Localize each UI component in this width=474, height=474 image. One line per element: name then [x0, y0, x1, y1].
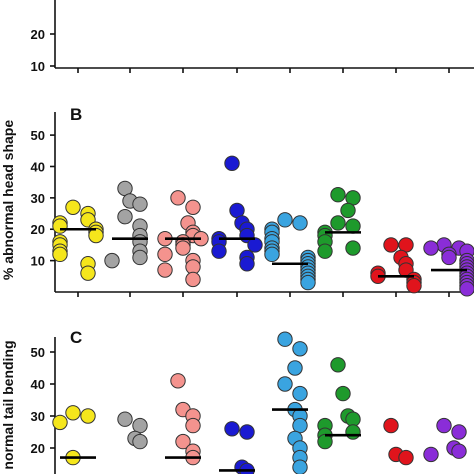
- data-point: [398, 449, 414, 466]
- y-tick-label: 20: [31, 27, 45, 42]
- panel-b-letter: B: [70, 105, 82, 124]
- panel-b-y-axis-title: % abnormal head shape: [0, 120, 16, 280]
- data-point: [117, 411, 133, 427]
- data-point: [52, 414, 68, 431]
- data-point: [317, 433, 333, 450]
- data-point: [239, 424, 255, 440]
- y-tick-label: 50: [31, 128, 45, 143]
- data-point: [459, 281, 474, 297]
- data-point: [436, 417, 452, 434]
- data-point: [80, 265, 96, 281]
- data-point: [383, 417, 399, 434]
- panel-c: C normal tail bending 20 30 40 50: [0, 328, 467, 474]
- data-point: [277, 212, 293, 228]
- data-point: [340, 202, 356, 219]
- data-point: [132, 249, 148, 266]
- data-point: [175, 433, 191, 450]
- y-tick-label: 50: [31, 345, 45, 360]
- data-point: [65, 199, 81, 215]
- data-point: [292, 459, 308, 474]
- data-point: [292, 215, 308, 231]
- data-point: [239, 256, 255, 272]
- data-point: [185, 417, 201, 434]
- panel-a: 10 20: [31, 0, 474, 74]
- data-point: [52, 218, 68, 234]
- data-point: [277, 376, 293, 392]
- data-point: [104, 252, 120, 269]
- data-point: [383, 237, 399, 253]
- y-tick-label: 40: [31, 159, 45, 174]
- data-point: [157, 262, 173, 278]
- data-point: [185, 199, 201, 215]
- y-tick-label: 40: [31, 377, 45, 392]
- data-point: [132, 196, 148, 212]
- data-point: [65, 405, 81, 421]
- data-point: [170, 190, 186, 206]
- data-point: [292, 385, 308, 402]
- data-point: [406, 278, 422, 294]
- data-point: [132, 417, 148, 434]
- data-point: [224, 155, 240, 172]
- data-point: [292, 417, 308, 434]
- y-tick-label: 30: [31, 409, 45, 424]
- y-tick-label: 20: [31, 222, 45, 237]
- y-tick-label: 10: [31, 59, 45, 74]
- data-point: [239, 462, 255, 474]
- data-point: [157, 246, 173, 263]
- data-point: [330, 357, 346, 373]
- data-point: [277, 331, 293, 347]
- data-point: [451, 443, 467, 459]
- data-point: [423, 240, 439, 256]
- data-point: [300, 274, 316, 291]
- data-point: [330, 187, 346, 203]
- data-point: [345, 424, 361, 440]
- data-point: [80, 408, 96, 424]
- data-point: [317, 243, 333, 259]
- y-tick-label: 10: [31, 254, 45, 269]
- panel-c-y-axis-title: normal tail bending: [0, 340, 16, 469]
- data-point: [175, 240, 191, 256]
- data-point: [451, 424, 467, 440]
- data-point: [185, 271, 201, 288]
- data-point: [264, 246, 280, 263]
- data-point: [330, 215, 346, 231]
- panel-b: B % abnormal head shape 10 20 30 40 50: [0, 105, 474, 297]
- data-point: [132, 433, 148, 450]
- data-point: [211, 243, 227, 259]
- y-tick-label: 30: [31, 191, 45, 206]
- y-tick-label: 20: [31, 441, 45, 456]
- data-point: [423, 446, 439, 463]
- data-point: [335, 385, 351, 402]
- panel-c-letter: C: [70, 328, 82, 347]
- data-point: [52, 246, 68, 263]
- data-point: [170, 373, 186, 389]
- data-point: [441, 249, 457, 266]
- data-point: [292, 341, 308, 357]
- data-point: [117, 208, 133, 225]
- data-point: [345, 240, 361, 256]
- data-point: [345, 411, 361, 427]
- data-point: [224, 421, 240, 437]
- data-point: [287, 360, 303, 376]
